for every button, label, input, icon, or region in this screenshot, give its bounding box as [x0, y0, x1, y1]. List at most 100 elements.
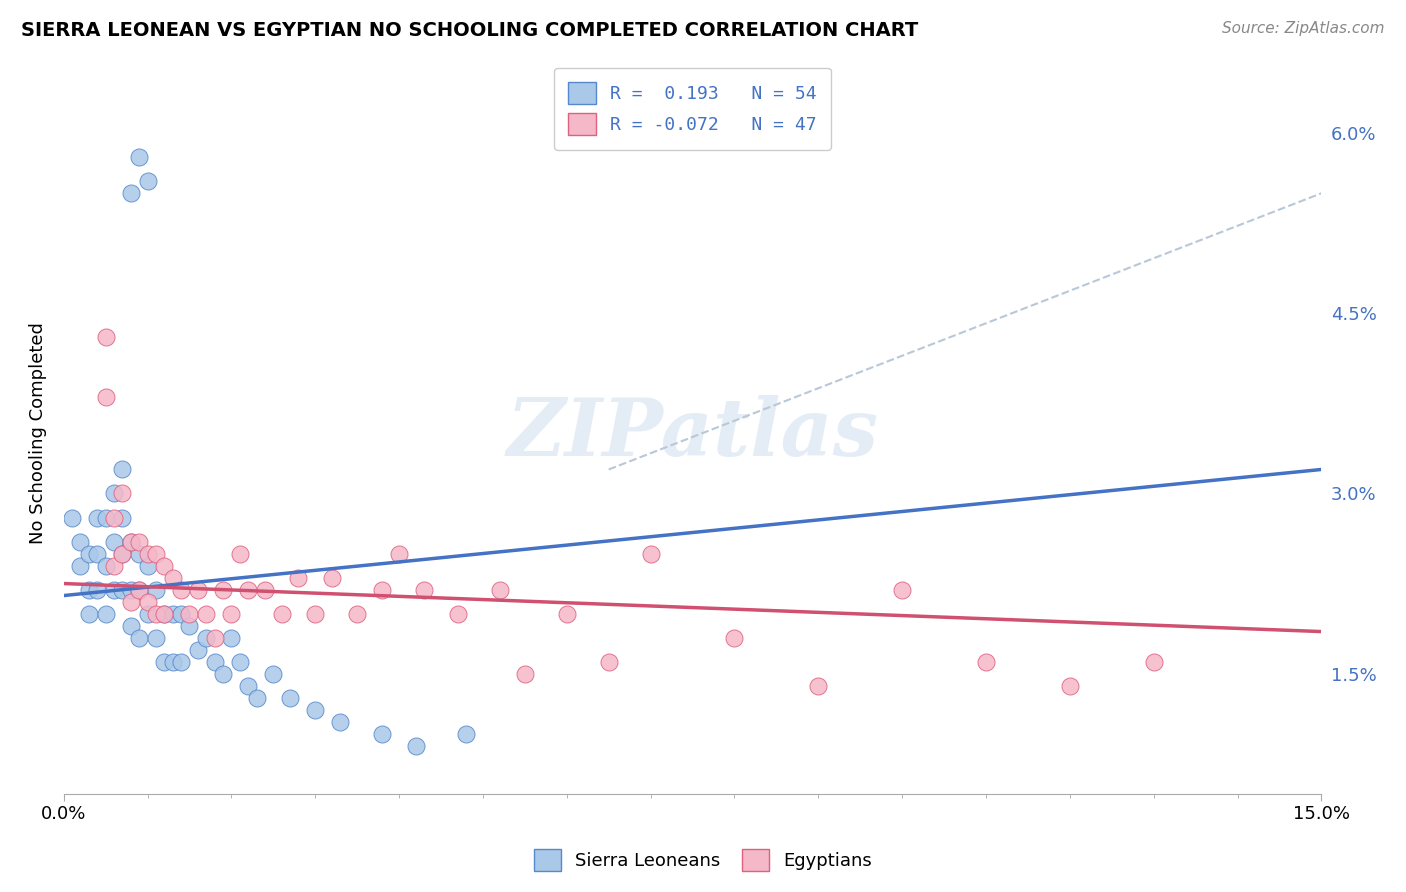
Point	[212, 582, 235, 597]
Point	[111, 547, 134, 561]
Point	[598, 655, 620, 669]
Point	[94, 558, 117, 573]
Point	[413, 582, 436, 597]
Legend: Sierra Leoneans, Egyptians: Sierra Leoneans, Egyptians	[526, 842, 880, 879]
Point	[128, 582, 150, 597]
Point	[162, 655, 184, 669]
Point	[388, 547, 411, 561]
Point	[270, 607, 292, 621]
Point	[94, 330, 117, 344]
Point	[1059, 679, 1081, 693]
Y-axis label: No Schooling Completed: No Schooling Completed	[30, 323, 46, 544]
Point	[321, 570, 343, 584]
Point	[253, 582, 276, 597]
Point	[77, 607, 100, 621]
Point	[513, 666, 536, 681]
Point	[60, 510, 83, 524]
Point	[136, 558, 159, 573]
Point	[136, 547, 159, 561]
Point	[120, 534, 142, 549]
Point	[195, 631, 218, 645]
Point	[346, 607, 368, 621]
Point	[86, 547, 108, 561]
Point	[69, 558, 91, 573]
Point	[170, 582, 193, 597]
Point	[221, 607, 243, 621]
Point	[204, 631, 226, 645]
Point	[229, 655, 252, 669]
Point	[187, 642, 209, 657]
Point	[405, 739, 427, 753]
Point	[86, 510, 108, 524]
Text: ZIPatlas: ZIPatlas	[506, 394, 879, 472]
Point	[128, 631, 150, 645]
Point	[111, 547, 134, 561]
Point	[128, 547, 150, 561]
Point	[86, 582, 108, 597]
Point	[170, 655, 193, 669]
Point	[162, 607, 184, 621]
Point	[103, 510, 125, 524]
Point	[145, 631, 167, 645]
Point	[94, 607, 117, 621]
Point	[111, 462, 134, 476]
Point	[111, 486, 134, 500]
Point	[170, 607, 193, 621]
Point	[77, 547, 100, 561]
Point	[153, 607, 176, 621]
Text: Source: ZipAtlas.com: Source: ZipAtlas.com	[1222, 21, 1385, 36]
Point	[128, 534, 150, 549]
Point	[145, 607, 167, 621]
Point	[329, 714, 352, 729]
Point	[120, 594, 142, 608]
Point	[136, 607, 159, 621]
Point	[245, 690, 267, 705]
Point	[111, 510, 134, 524]
Point	[153, 655, 176, 669]
Point	[287, 570, 309, 584]
Point	[103, 582, 125, 597]
Point	[195, 607, 218, 621]
Point	[103, 558, 125, 573]
Point	[221, 631, 243, 645]
Point	[807, 679, 830, 693]
Point	[128, 150, 150, 164]
Point	[723, 631, 745, 645]
Point	[136, 174, 159, 188]
Point	[120, 186, 142, 201]
Point	[447, 607, 470, 621]
Point	[94, 391, 117, 405]
Text: SIERRA LEONEAN VS EGYPTIAN NO SCHOOLING COMPLETED CORRELATION CHART: SIERRA LEONEAN VS EGYPTIAN NO SCHOOLING …	[21, 21, 918, 39]
Point	[278, 690, 301, 705]
Point	[262, 666, 284, 681]
Point	[456, 726, 478, 740]
Legend: R =  0.193   N = 54, R = -0.072   N = 47: R = 0.193 N = 54, R = -0.072 N = 47	[554, 68, 831, 150]
Point	[187, 582, 209, 597]
Point	[69, 534, 91, 549]
Point	[238, 679, 260, 693]
Point	[304, 703, 326, 717]
Point	[488, 582, 510, 597]
Point	[204, 655, 226, 669]
Point	[1143, 655, 1166, 669]
Point	[238, 582, 260, 597]
Point	[128, 582, 150, 597]
Point	[229, 547, 252, 561]
Point	[103, 534, 125, 549]
Point	[120, 534, 142, 549]
Point	[555, 607, 578, 621]
Point	[304, 607, 326, 621]
Point	[212, 666, 235, 681]
Point	[371, 726, 394, 740]
Point	[120, 582, 142, 597]
Point	[153, 558, 176, 573]
Point	[77, 582, 100, 597]
Point	[371, 582, 394, 597]
Point	[103, 486, 125, 500]
Point	[136, 594, 159, 608]
Point	[145, 582, 167, 597]
Point	[891, 582, 914, 597]
Point	[153, 607, 176, 621]
Point	[640, 547, 662, 561]
Point	[179, 618, 201, 632]
